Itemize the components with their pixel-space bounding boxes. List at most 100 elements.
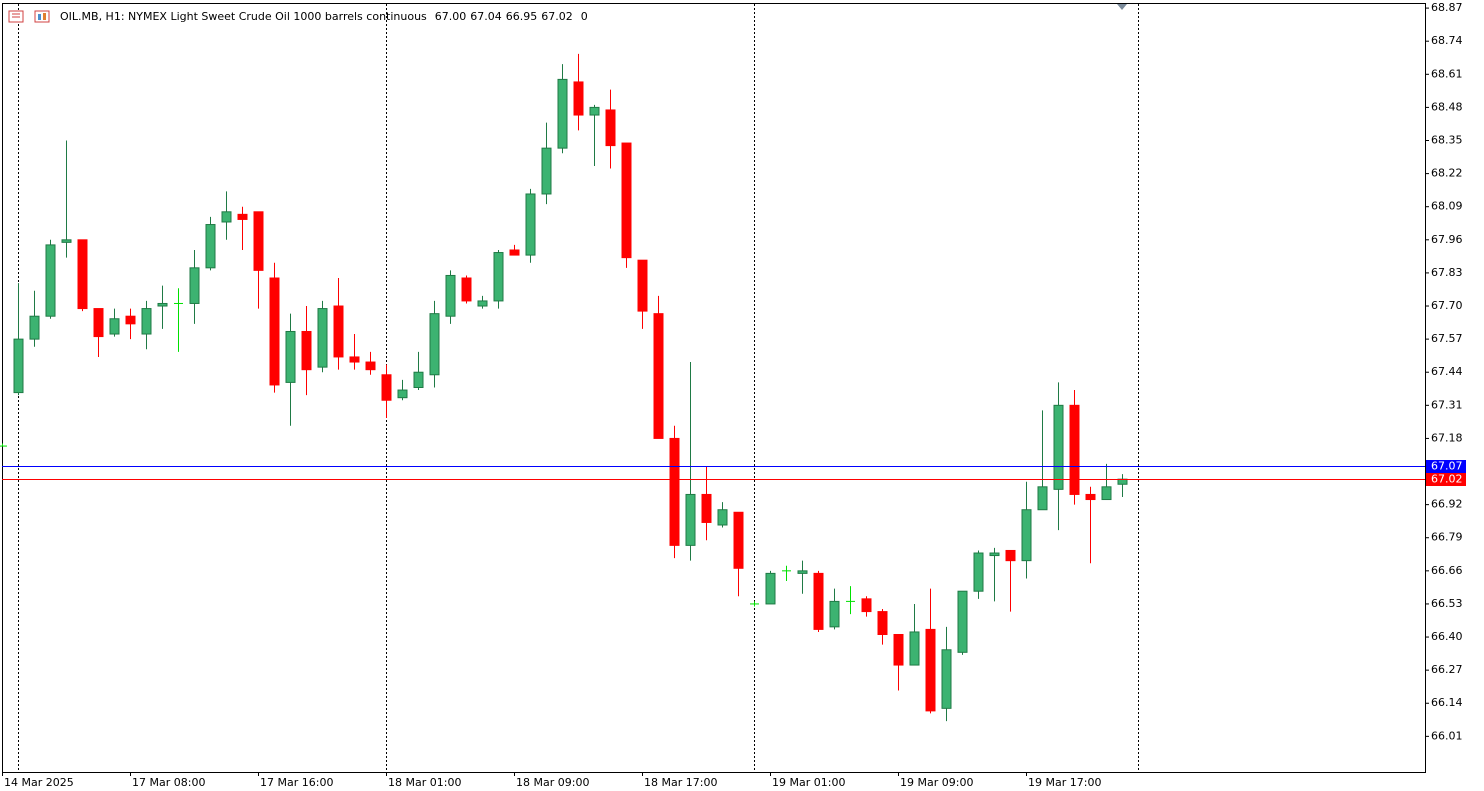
candle-body — [157, 302, 168, 307]
candle-body — [61, 239, 72, 243]
candle-body — [541, 147, 552, 195]
candle-body — [813, 572, 824, 630]
candle-body — [525, 193, 536, 256]
candle-body — [237, 213, 248, 220]
candle-body — [637, 259, 648, 312]
candle-body — [605, 109, 616, 147]
x-tick-label: 17 Mar 08:00 — [132, 776, 205, 789]
plot-frame — [2, 3, 1426, 773]
header-value: 67.02 — [541, 10, 573, 23]
y-tick-label: 67.83 — [1431, 266, 1463, 279]
header-value: 67.00 — [435, 10, 467, 23]
candle-body — [493, 252, 504, 302]
y-tick-label: 66.92 — [1431, 498, 1463, 511]
candle-body — [189, 267, 200, 304]
candle-body — [861, 598, 872, 613]
candle-body — [765, 572, 776, 605]
candle-body — [893, 633, 904, 666]
candle-body — [397, 389, 408, 399]
candle-body — [301, 330, 312, 371]
candle-body — [1053, 404, 1064, 490]
candle-body — [909, 631, 920, 666]
candle-body — [1101, 486, 1112, 501]
candle-body — [1005, 549, 1016, 562]
candle-body — [797, 570, 808, 574]
candle-body — [877, 611, 888, 635]
candle-body — [829, 600, 840, 628]
y-tick-label: 67.18 — [1431, 431, 1463, 444]
candle-body — [205, 224, 216, 269]
y-tick-label: 68.35 — [1431, 134, 1463, 147]
header-value: 67.04 — [470, 10, 502, 23]
candle-body — [941, 649, 952, 709]
candle-body — [973, 552, 984, 592]
candle-body — [685, 493, 696, 546]
candle-body — [1037, 486, 1048, 511]
candle-body — [269, 277, 280, 386]
y-tick-label: 66.27 — [1431, 663, 1463, 676]
candle-body — [1021, 509, 1032, 562]
candle-body — [381, 374, 392, 401]
chart-title: OIL.MB, H1: NYMEX Light Sweet Crude Oil … — [60, 10, 427, 23]
candle-body — [1069, 404, 1080, 495]
y-tick-label: 68.48 — [1431, 100, 1463, 113]
ask-label-box — [1426, 460, 1466, 473]
icon — [43, 13, 46, 20]
header-icons — [8, 10, 50, 23]
y-tick-label: 68.61 — [1431, 67, 1463, 80]
candle-body — [125, 315, 136, 325]
y-tick-label: 67.44 — [1431, 365, 1463, 378]
candle-body — [349, 356, 360, 363]
x-tick-label: 18 Mar 09:00 — [516, 776, 589, 789]
candle-body — [589, 106, 600, 116]
candle-body — [925, 628, 936, 712]
y-tick-label: 66.66 — [1431, 564, 1463, 577]
candle-body — [1085, 493, 1096, 501]
candle-body — [557, 78, 568, 149]
y-tick-label: 68.22 — [1431, 167, 1463, 180]
candle-body — [333, 305, 344, 358]
ask-label: 67.07 — [1431, 460, 1463, 473]
candle-body — [445, 274, 456, 317]
candle-body — [461, 277, 472, 302]
y-tick-label: 68.87 — [1431, 1, 1463, 14]
y-tick-label: 66.14 — [1431, 696, 1463, 709]
y-tick-label: 68.09 — [1431, 200, 1463, 213]
candle-body — [93, 308, 104, 338]
candle-body — [365, 361, 376, 371]
candle-body — [29, 315, 40, 340]
y-tick-label: 66.79 — [1431, 531, 1463, 544]
x-tick-label: 19 Mar 17:00 — [1028, 776, 1101, 789]
candle-body — [253, 211, 264, 271]
candle-body — [509, 249, 520, 256]
candle-body — [317, 308, 328, 368]
candle-body — [429, 313, 440, 376]
y-tick-label: 66.40 — [1431, 630, 1463, 643]
y-tick-label: 67.57 — [1431, 332, 1463, 345]
icon — [38, 14, 41, 20]
x-tick-label: 19 Mar 01:00 — [772, 776, 845, 789]
candle-body — [733, 511, 744, 569]
bid-label: 67.02 — [1431, 473, 1463, 486]
candle-body — [221, 211, 232, 223]
candle-body — [989, 552, 1000, 557]
candle-body — [573, 81, 584, 116]
y-tick-label: 67.31 — [1431, 398, 1463, 411]
candle-body — [717, 509, 728, 526]
x-tick-label: 17 Mar 16:00 — [260, 776, 333, 789]
y-tick-label: 67.70 — [1431, 299, 1463, 312]
x-tick-label: 18 Mar 01:00 — [388, 776, 461, 789]
x-tick-label: 19 Mar 09:00 — [900, 776, 973, 789]
candle-body — [13, 338, 24, 394]
candle-body — [477, 300, 488, 307]
y-tick-label: 66.53 — [1431, 597, 1463, 610]
y-tick-label: 68.74 — [1431, 34, 1463, 47]
x-tick-label: 14 Mar 2025 — [4, 776, 74, 789]
y-tick-label: 67.96 — [1431, 233, 1463, 246]
candle-body — [413, 371, 424, 389]
header-value: 66.95 — [506, 10, 538, 23]
shift-marker — [1117, 4, 1127, 10]
header-spread: 0 — [581, 10, 588, 23]
candle-body — [45, 244, 56, 317]
